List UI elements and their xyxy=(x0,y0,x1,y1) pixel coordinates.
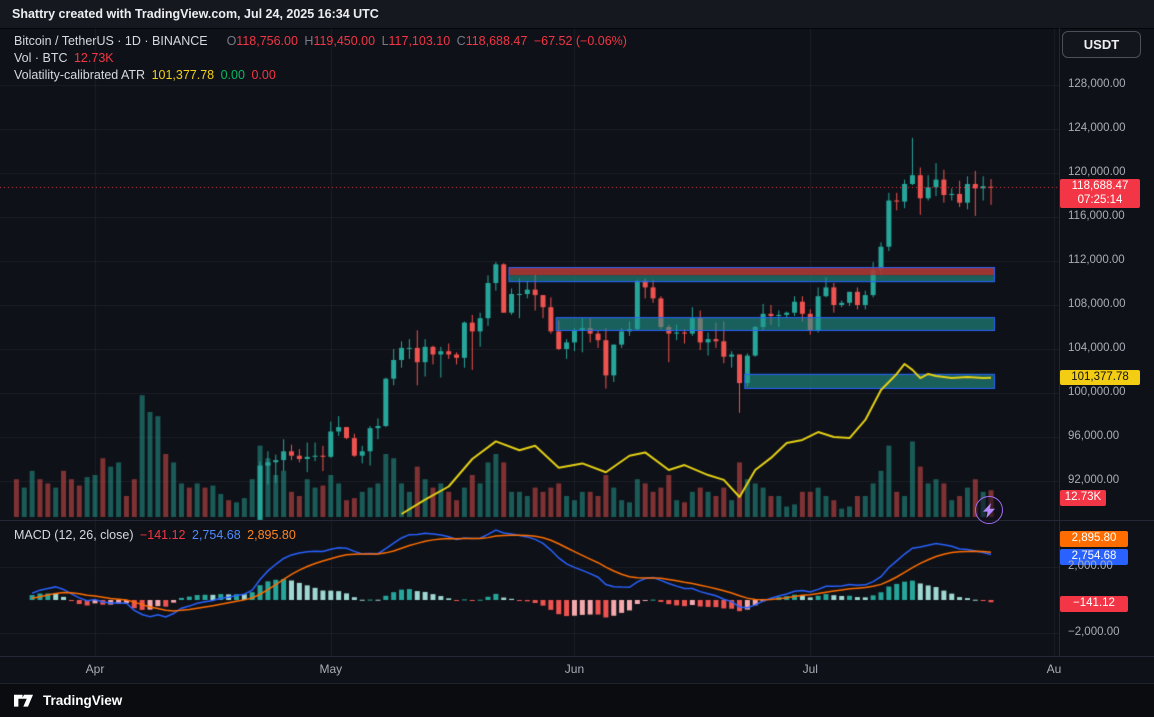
low-value: 117,103.10 xyxy=(388,34,451,48)
macd-signal-badge: 2,895.80 xyxy=(1060,531,1128,547)
change-value: −67.52 (−0.06%) xyxy=(533,34,627,48)
high-label: H xyxy=(304,34,314,48)
atr-zero-green: 0.00 xyxy=(220,68,245,82)
price-tick-label: 112,000.00 xyxy=(1068,254,1125,266)
macd-line-value: 2,754.68 xyxy=(192,528,241,542)
price-tick-label: 128,000.00 xyxy=(1068,78,1126,90)
volume-legend-row: Vol · BTC 12.73K xyxy=(14,51,117,65)
volume-value: 12.73K xyxy=(73,51,114,65)
high-value: 119,450.00 xyxy=(313,34,376,48)
atr-label[interactable]: Volatility-calibrated ATR xyxy=(14,68,146,82)
panel-divider[interactable] xyxy=(0,520,1154,521)
price-tick-label: 120,000.00 xyxy=(1068,166,1126,178)
scale-divider xyxy=(1059,28,1060,656)
price-tick-label: 92,000.00 xyxy=(1068,474,1120,486)
atr-value-badge: 101,377.78 xyxy=(1060,369,1140,386)
bar-countdown: 07:25:14 xyxy=(1077,193,1123,206)
attribution-text: Shattry created with TradingView.com, Ju… xyxy=(12,7,379,21)
price-scale[interactable]: 118,688.47 07:25:14 101,377.78 12.73K 2,… xyxy=(1060,28,1154,656)
close-label: C xyxy=(456,34,466,48)
time-axis-label: Jun xyxy=(564,662,585,676)
time-axis[interactable]: Apr May Jun Jul Au xyxy=(0,656,1154,683)
price-tick-label: 100,000.00 xyxy=(1068,386,1126,398)
open-value: 118,756.00 xyxy=(236,34,298,48)
symbol-title[interactable]: Bitcoin / TetherUS · 1D · BINANCE xyxy=(14,34,208,48)
symbol-legend-row: Bitcoin / TetherUS · 1D · BINANCE O118,7… xyxy=(14,34,630,48)
price-tick-label: 104,000.00 xyxy=(1068,342,1126,354)
atr-legend-row: Volatility-calibrated ATR 101,377.78 0.0… xyxy=(14,68,279,82)
macd-tick-label: −2,000.00 xyxy=(1068,625,1120,638)
macd-tick-label: 2,000.00 xyxy=(1068,560,1113,573)
time-axis-divider xyxy=(0,656,1154,657)
macd-legend-row: MACD (12, 26, close) −141.12 2,754.68 2,… xyxy=(14,528,299,542)
footer-brand[interactable]: TradingView xyxy=(43,693,123,708)
currency-toggle-button[interactable]: USDT xyxy=(1062,31,1141,58)
macd-label[interactable]: MACD (12, 26, close) xyxy=(14,528,134,542)
lightning-icon xyxy=(982,502,995,518)
price-tick-label: 116,000.00 xyxy=(1068,210,1125,222)
atr-zero-red: 0.00 xyxy=(251,68,276,82)
tradingview-logo-icon[interactable] xyxy=(13,691,34,710)
macd-hist-value: −141.12 xyxy=(139,528,186,542)
chart-canvas[interactable] xyxy=(0,28,1059,656)
quick-action-button[interactable] xyxy=(975,496,1003,524)
last-price-badge: 118,688.47 07:25:14 xyxy=(1060,179,1140,209)
time-axis-label: Apr xyxy=(85,662,105,676)
open-label: O xyxy=(226,34,237,48)
macd-hist-badge: −141.12 xyxy=(1060,596,1128,612)
low-label: L xyxy=(381,34,389,48)
volume-value-badge: 12.73K xyxy=(1060,490,1106,506)
last-price-value: 118,688.47 xyxy=(1071,180,1129,193)
price-tick-label: 96,000.00 xyxy=(1068,430,1120,442)
close-value: 118,688.47 xyxy=(465,34,528,48)
footer-bar: TradingView xyxy=(0,683,1154,717)
attribution-bar: Shattry created with TradingView.com, Ju… xyxy=(0,0,1154,29)
time-axis-label: Au xyxy=(1046,662,1062,676)
time-axis-label: May xyxy=(319,662,343,676)
price-tick-label: 108,000.00 xyxy=(1068,298,1126,310)
time-axis-label: Jul xyxy=(802,662,818,676)
macd-signal-value: 2,895.80 xyxy=(247,528,296,542)
volume-label[interactable]: Vol · BTC xyxy=(14,51,68,65)
macd-line-badge: 2,754.68 xyxy=(1060,549,1128,565)
price-tick-label: 124,000.00 xyxy=(1068,122,1126,134)
atr-value: 101,377.78 xyxy=(151,68,215,82)
